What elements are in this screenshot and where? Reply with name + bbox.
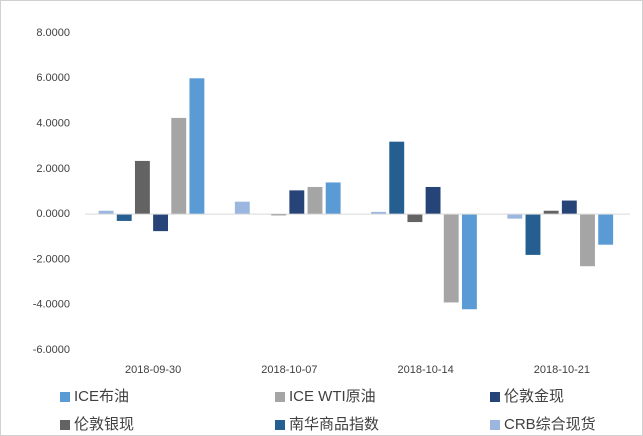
x-tick-label: 2018-10-21: [534, 364, 590, 376]
y-tick-label: 8.0000: [36, 27, 70, 39]
y-tick-label: 2.0000: [36, 163, 70, 175]
legend-swatch: [60, 392, 70, 402]
bar: [543, 210, 559, 215]
x-tick-label: 2018-10-14: [397, 364, 453, 376]
x-tick-label: 2018-09-30: [125, 364, 181, 376]
y-tick-label: -4.0000: [33, 299, 70, 311]
legend-swatch: [490, 392, 500, 402]
y-tick-label: -6.0000: [33, 344, 70, 356]
legend-swatch: [490, 420, 500, 430]
legend-label: 伦敦金现: [504, 388, 564, 405]
legend-label: 伦敦银现: [74, 416, 134, 433]
bar: [561, 200, 577, 215]
y-tick-label: 4.0000: [36, 117, 70, 129]
y-tick-label: 6.0000: [36, 72, 70, 84]
bar: [153, 214, 169, 232]
bar: [307, 186, 323, 215]
bar: [325, 182, 341, 215]
y-tick-label: 0.0000: [36, 208, 70, 220]
bar: [425, 186, 441, 215]
bar: [271, 214, 287, 216]
bar: [98, 210, 114, 215]
bar: [525, 214, 541, 255]
bar: [171, 117, 187, 215]
bar: [443, 214, 459, 303]
bar: [461, 214, 477, 310]
bar: [234, 201, 250, 215]
legend-swatch: [60, 420, 70, 430]
bar: [134, 160, 150, 215]
bar: [371, 211, 387, 215]
legend-label: 南华商品指数: [289, 416, 379, 433]
bar: [407, 214, 423, 223]
x-tick-label: 2018-10-07: [261, 364, 317, 376]
bar: [189, 78, 205, 215]
legend-swatch: [275, 392, 285, 402]
bar: [580, 214, 595, 267]
bar: [116, 214, 132, 221]
legend-swatch: [275, 420, 285, 430]
legend-label: ICE WTI原油: [289, 388, 376, 405]
bar: [289, 190, 305, 215]
bar: [598, 214, 614, 245]
bar: [389, 141, 405, 215]
bar: [507, 214, 523, 219]
y-tick-label: -2.0000: [33, 253, 70, 265]
legend-label: CRB综合现货: [504, 416, 596, 433]
legend-label: ICE布油: [74, 388, 129, 405]
